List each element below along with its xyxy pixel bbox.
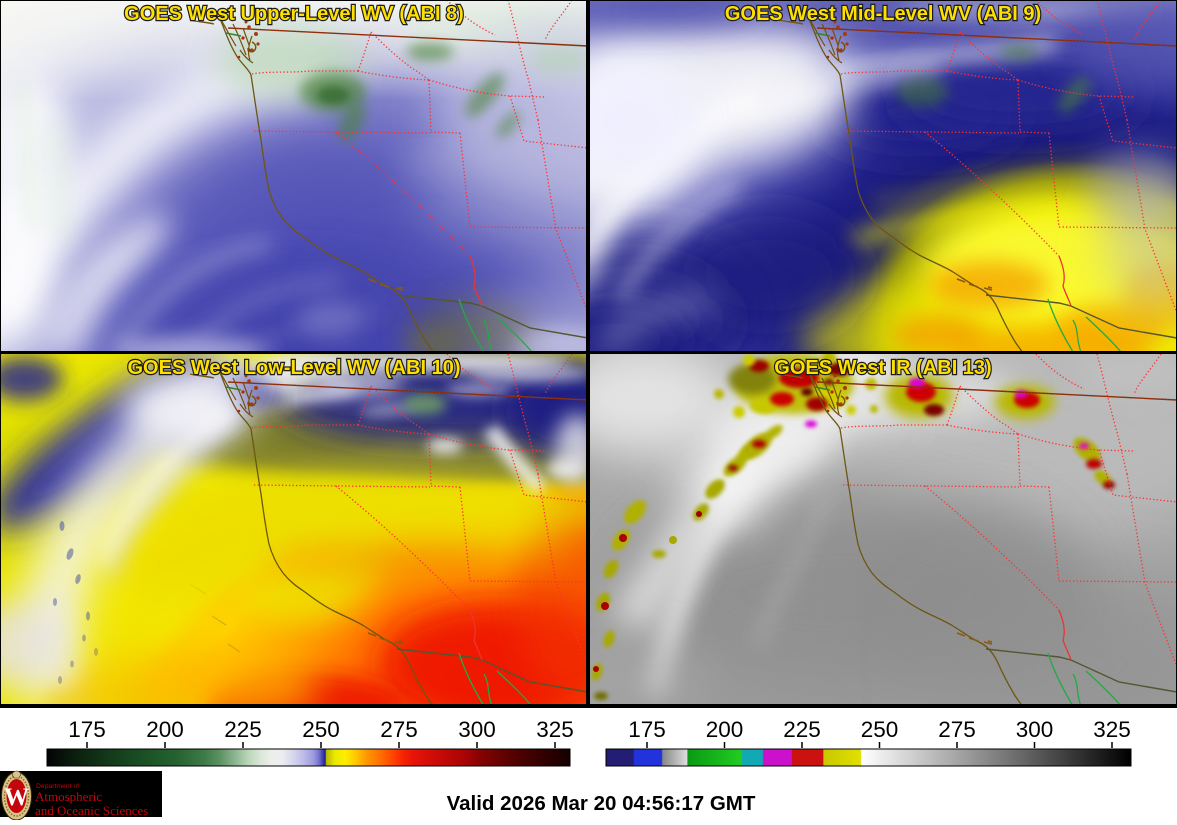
svg-text:Department of: Department of [36,783,79,790]
svg-text:300: 300 [458,717,496,742]
svg-text:200: 200 [146,717,184,742]
svg-text:GOES West Low-Level WV (ABI 10: GOES West Low-Level WV (ABI 10) [127,357,460,379]
svg-text:225: 225 [783,717,821,742]
svg-text:GOES West Upper-Level WV (ABI: GOES West Upper-Level WV (ABI 8) [124,3,464,25]
svg-text:W: W [4,784,29,811]
svg-text:175: 175 [68,717,106,742]
svg-text:and Oceanic Sciences: and Oceanic Sciences [35,803,148,818]
svg-text:250: 250 [861,717,899,742]
svg-text:Atmospheric: Atmospheric [35,789,102,804]
svg-text:200: 200 [706,717,744,742]
svg-text:GOES West IR (ABI 13): GOES West IR (ABI 13) [774,357,991,379]
svg-text:300: 300 [1016,717,1054,742]
svg-text:275: 275 [938,717,976,742]
svg-text:325: 325 [1093,717,1131,742]
svg-text:250: 250 [302,717,340,742]
svg-text:Valid 2026 Mar 20 04:56:17 GMT: Valid 2026 Mar 20 04:56:17 GMT [447,792,756,815]
svg-text:225: 225 [224,717,262,742]
svg-text:325: 325 [536,717,574,742]
svg-text:GOES West Mid-Level WV (ABI 9): GOES West Mid-Level WV (ABI 9) [725,3,1041,25]
svg-text:275: 275 [380,717,418,742]
svg-text:175: 175 [628,717,666,742]
